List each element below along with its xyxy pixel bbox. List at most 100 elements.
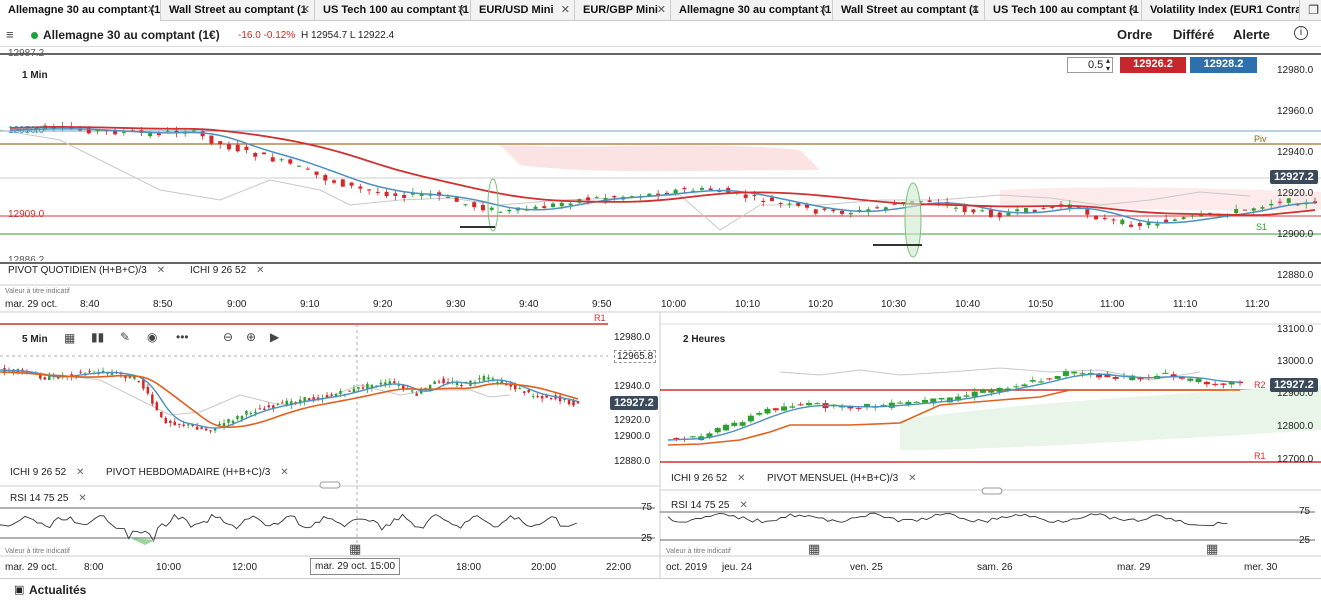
indicator-ichimoku[interactable]: ICHI 9 26 52 ✕ (190, 265, 265, 276)
bottom-left-chart[interactable] (0, 311, 1321, 578)
close-icon[interactable]: ✕ (908, 473, 917, 484)
close-icon[interactable]: ✕ (1127, 4, 1137, 16)
top-chart[interactable] (0, 53, 1321, 286)
sell-button[interactable]: 12926.2 (1120, 57, 1186, 73)
candle (847, 405, 854, 409)
tab-wallstreet-2[interactable]: Wall Street au comptant (1 ✕ (833, 0, 985, 21)
trade-size-input[interactable]: 0.5 ▴ ▾ (1067, 57, 1113, 73)
indicator-pivot-weekly[interactable]: PIVOT HEBDOMADAIRE (H+B+C)/3 ✕ (106, 467, 289, 478)
tab-eurgbp[interactable]: EUR/GBP Mini ✕ (575, 0, 671, 21)
candle (706, 433, 713, 438)
candle (1286, 198, 1291, 203)
candle (612, 196, 617, 198)
calendar-icon[interactable]: ▦ (64, 331, 76, 345)
candle (1013, 386, 1020, 388)
candle (955, 396, 962, 401)
calendar-icon[interactable]: ▦ (808, 541, 821, 556)
candle (1129, 224, 1134, 227)
calendar-icon[interactable]: ▦ (1206, 541, 1219, 556)
close-icon[interactable]: ✕ (560, 4, 570, 16)
candle (731, 422, 738, 426)
candle (691, 190, 696, 192)
close-icon[interactable]: ✕ (970, 4, 980, 16)
candle (253, 153, 258, 157)
candle (298, 399, 302, 404)
candle (647, 193, 652, 196)
candle (415, 393, 418, 396)
tab-wallstreet-1[interactable]: Wall Street au comptant (1 ✕ (161, 0, 315, 21)
tab-label: US Tech 100 au comptant (1 (323, 4, 469, 16)
candle (305, 168, 310, 170)
news-bar[interactable]: ▣ Actualités (0, 578, 1321, 600)
order-button[interactable]: Ordre (1117, 27, 1153, 42)
more-icon[interactable]: ••• (176, 330, 189, 344)
x-tick: mer. 30 (1244, 562, 1278, 573)
indicator-pivot-daily[interactable]: PIVOT QUOTIDIEN (H+B+C)/3 ✕ (8, 265, 165, 276)
tab-ustech-1[interactable]: US Tech 100 au comptant (1 ✕ (315, 0, 471, 21)
close-icon[interactable]: ✕ (656, 4, 666, 16)
indicator-rsi[interactable]: RSI 14 75 25 ✕ (10, 493, 87, 504)
restore-window-icon[interactable]: ❐ (1308, 3, 1319, 17)
tab-allemagne30-2[interactable]: Allemagne 30 au comptant (1 ✕ (671, 0, 833, 21)
candle (442, 378, 445, 384)
indicator-label: ICHI 9 26 52 (190, 265, 247, 276)
tab-eurusd[interactable]: EUR/USD Mini ✕ (471, 0, 575, 21)
close-icon[interactable]: ✕ (818, 4, 828, 16)
close-icon[interactable]: ✕ (280, 467, 289, 478)
candle (576, 401, 580, 404)
close-icon[interactable]: ✕ (76, 467, 85, 478)
close-icon[interactable]: ✕ (256, 265, 265, 276)
close-icon[interactable]: ✕ (300, 4, 310, 16)
lagging-span (0, 129, 1251, 231)
candle (1087, 372, 1094, 374)
stepper-icon[interactable]: ▴ ▾ (1105, 56, 1110, 73)
candle (551, 203, 556, 208)
candle (261, 152, 266, 155)
x-tick: 10:00 (156, 562, 182, 573)
news-icon: ▣ (14, 584, 25, 596)
indicator-ichimoku[interactable]: ICHI 9 26 52 ✕ (10, 467, 85, 478)
calendar-icon[interactable]: ▦ (349, 541, 362, 556)
y-tick: 12880.0 (614, 456, 651, 467)
close-icon[interactable]: ✕ (146, 4, 156, 16)
price-change: -16.0 -0.12% (238, 30, 296, 41)
candle (43, 377, 47, 380)
candle (288, 159, 293, 164)
candle (971, 391, 978, 397)
eye-icon[interactable]: ◉ (147, 330, 158, 344)
close-icon[interactable]: ✕ (456, 4, 466, 16)
candle (454, 197, 459, 202)
alert-button[interactable]: Alerte (1233, 27, 1270, 42)
top-left-price-top: 12987.2 (8, 48, 45, 59)
tab-label: Allemagne 30 au comptant (1 (679, 4, 832, 16)
chart-type-icon[interactable]: ▮▮ (91, 330, 105, 344)
y-tick: 12800.0 (1277, 421, 1314, 432)
draw-pencil-icon[interactable]: ✎ (120, 330, 131, 344)
close-icon[interactable]: ✕ (78, 493, 87, 504)
candle (437, 381, 441, 383)
zoom-out-icon[interactable]: ⊖ (223, 330, 234, 344)
bottom-right-chart[interactable] (660, 323, 1321, 557)
close-icon[interactable]: ✕ (156, 265, 166, 276)
close-icon[interactable]: ✕ (739, 500, 748, 511)
indicator-rsi[interactable]: RSI 14 75 25 ✕ (671, 500, 748, 511)
tab-allemagne30-1[interactable]: Allemagne 30 au comptant (1 ✕ (0, 0, 161, 21)
indicator-ichimoku[interactable]: ICHI 9 26 52 ✕ (671, 473, 746, 484)
indicator-label: RSI 14 75 25 (10, 493, 69, 504)
tab-volatility[interactable]: Volatility Index (EUR1 Contra (1142, 0, 1300, 21)
news-label[interactable]: Actualités (29, 583, 87, 597)
deferred-button[interactable]: Différé (1173, 27, 1215, 42)
candle (496, 382, 499, 384)
buy-button[interactable]: 12928.2 (1190, 57, 1257, 73)
indicator-pivot-monthly[interactable]: PIVOT MENSUEL (H+B+C)/3 ✕ (767, 473, 917, 484)
zoom-in-icon[interactable]: ⊕ (246, 330, 257, 344)
play-icon[interactable]: ▶ (270, 330, 280, 344)
candle (1046, 378, 1053, 380)
tab-ustech-2[interactable]: US Tech 100 au comptant (1 ✕ (985, 0, 1142, 21)
chart-canvas[interactable] (0, 0, 1321, 578)
menu-icon[interactable]: ≡ (6, 27, 14, 42)
info-icon[interactable]: i (1294, 26, 1308, 40)
ichimoku-kijun (667, 389, 1240, 446)
candle (480, 204, 485, 211)
close-icon[interactable]: ✕ (737, 473, 746, 484)
